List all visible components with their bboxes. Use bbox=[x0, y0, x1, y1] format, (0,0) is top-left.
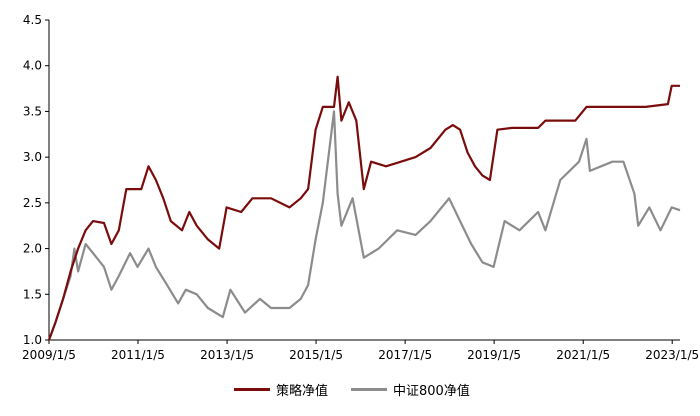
x-tick-label: 2017/1/5 bbox=[378, 348, 432, 362]
x-tick-label: 2021/1/5 bbox=[556, 348, 610, 362]
y-tick-label: 2.5 bbox=[23, 196, 42, 210]
legend: 策略净值 中证800净值 bbox=[0, 374, 700, 404]
y-tick-label: 3.5 bbox=[23, 104, 42, 118]
y-tick-label: 1.0 bbox=[23, 333, 42, 347]
series-line-strategy bbox=[47, 75, 680, 341]
x-tick-label: 2011/1/5 bbox=[111, 348, 165, 362]
net-value-chart: 1.0 1.5 2.0 2.5 3.0 3.5 4.0 4.5 2009/1/5 2011/1/… bbox=[22, 13, 699, 362]
legend-label-csi800: 中证800净值 bbox=[393, 383, 470, 399]
x-tick-label: 2023/1/5 bbox=[645, 348, 699, 362]
y-tick-label: 3.0 bbox=[23, 150, 42, 164]
legend-label-strategy: 策略净值 bbox=[276, 383, 329, 399]
y-tick-label: 2.0 bbox=[23, 242, 42, 256]
legend-item-strategy: 策略净值 bbox=[234, 374, 328, 404]
x-tick-label: 2019/1/5 bbox=[467, 348, 521, 362]
series-line-csi800 bbox=[47, 110, 681, 341]
y-tick-label: 4.5 bbox=[23, 13, 42, 27]
legend-swatch-csi800 bbox=[351, 387, 387, 391]
legend-item-csi800: 中证800净值 bbox=[351, 374, 470, 404]
x-tick-label: 2009/1/5 bbox=[22, 348, 76, 362]
y-tick-label: 4.0 bbox=[23, 59, 42, 73]
x-tick-label: 2013/1/5 bbox=[200, 348, 254, 362]
x-tick-label: 2015/1/5 bbox=[289, 348, 343, 362]
y-tick-label: 1.5 bbox=[23, 287, 42, 301]
legend-swatch-strategy bbox=[234, 387, 270, 391]
